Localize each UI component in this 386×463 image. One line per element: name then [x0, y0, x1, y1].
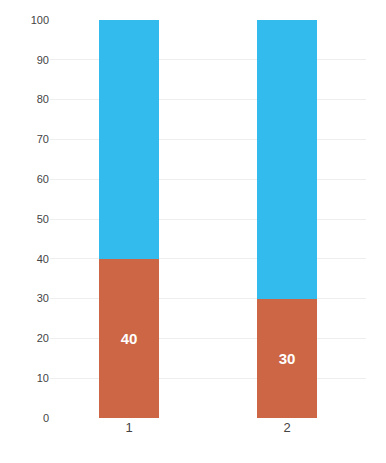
- svg-text:1: 1: [125, 420, 132, 435]
- svg-text:80: 80: [37, 93, 49, 105]
- svg-text:30: 30: [37, 292, 49, 304]
- svg-text:90: 90: [37, 54, 49, 66]
- svg-text:50: 50: [37, 213, 49, 225]
- svg-text:60: 60: [37, 173, 49, 185]
- svg-text:0: 0: [43, 412, 49, 424]
- svg-text:30: 30: [279, 350, 296, 367]
- svg-text:70: 70: [37, 133, 49, 145]
- svg-text:20: 20: [37, 332, 49, 344]
- svg-text:2: 2: [283, 420, 290, 435]
- svg-text:40: 40: [121, 330, 138, 347]
- svg-text:40: 40: [37, 253, 49, 265]
- svg-text:100: 100: [31, 14, 49, 26]
- svg-text:10: 10: [37, 372, 49, 384]
